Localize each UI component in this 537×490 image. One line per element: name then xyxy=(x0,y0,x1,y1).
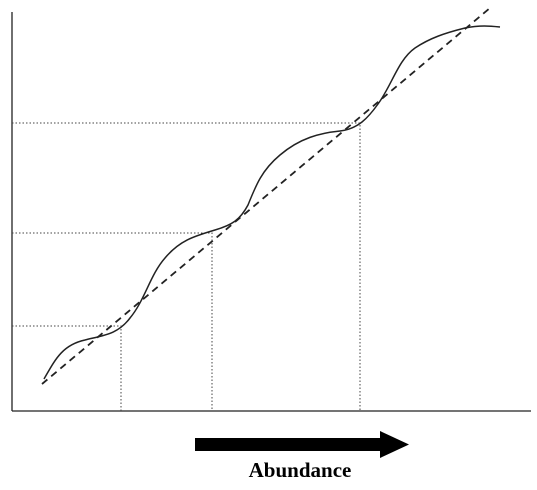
reference-line xyxy=(41,7,491,385)
guide-line xyxy=(12,122,361,411)
x-axis-label: Abundance xyxy=(249,458,352,482)
arrow-head xyxy=(380,431,409,458)
guide-lines xyxy=(12,122,361,411)
arrow-shaft xyxy=(195,438,381,451)
guide-line xyxy=(12,232,213,411)
guide-line xyxy=(12,325,122,411)
curve xyxy=(43,25,501,380)
